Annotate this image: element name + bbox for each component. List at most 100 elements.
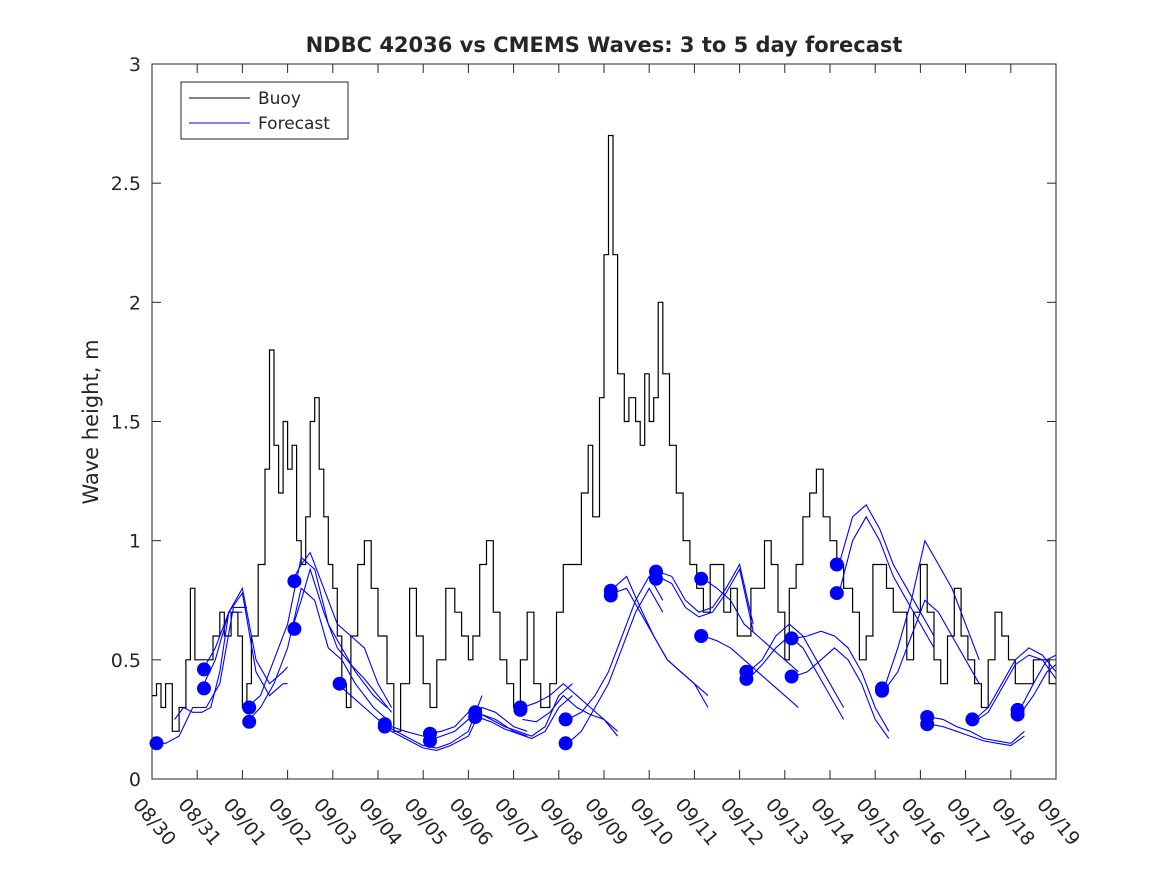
forecast-line bbox=[974, 654, 1057, 723]
forecast-marker bbox=[332, 676, 347, 691]
y-tick-label: 3 bbox=[129, 54, 141, 76]
forecast-line bbox=[974, 647, 1057, 720]
forecast-line bbox=[152, 606, 247, 744]
forecast-line bbox=[1019, 664, 1057, 715]
forecast-line bbox=[838, 504, 935, 637]
x-tick-label: 09/17 bbox=[942, 794, 994, 850]
forecast-marker bbox=[829, 557, 844, 572]
x-tick-label: 09/19 bbox=[1032, 794, 1084, 850]
plot-frame bbox=[151, 63, 1057, 780]
x-tick-label: 09/05 bbox=[399, 794, 451, 850]
forecast-line bbox=[567, 587, 664, 744]
forecast-line bbox=[201, 591, 288, 697]
forecast-marker bbox=[242, 700, 257, 715]
forecast-marker bbox=[242, 714, 257, 729]
y-axis-ticks: 0 0.5 1 1.5 2 2.5 3 bbox=[111, 54, 1056, 791]
legend-box bbox=[180, 81, 349, 140]
x-tick-label: 09/09 bbox=[580, 794, 632, 850]
x-tick-label: 09/02 bbox=[264, 794, 316, 850]
forecast-line bbox=[929, 723, 1025, 747]
forecast-markers bbox=[149, 557, 1025, 751]
x-tick-label: 09/03 bbox=[309, 794, 361, 850]
buoy-series bbox=[152, 134, 1056, 732]
legend-forecast-label: Forecast bbox=[258, 114, 330, 134]
forecast-line bbox=[522, 682, 618, 732]
y-tick-label: 2.5 bbox=[111, 173, 141, 195]
x-tick-label: 09/18 bbox=[987, 794, 1039, 850]
forecast-line bbox=[793, 630, 890, 732]
forecast-marker bbox=[513, 702, 528, 717]
x-tick-label: 09/11 bbox=[671, 794, 723, 850]
forecast-line bbox=[291, 567, 393, 713]
buoy-line bbox=[152, 134, 1056, 732]
forecast-line bbox=[748, 623, 845, 708]
plot-area bbox=[152, 64, 1056, 779]
x-tick-label: 09/04 bbox=[354, 794, 406, 850]
y-tick-label: 0.5 bbox=[111, 650, 141, 672]
x-tick-label: 09/15 bbox=[851, 794, 903, 850]
y-tick-label: 0 bbox=[129, 769, 141, 791]
forecast-line bbox=[477, 695, 573, 740]
forecast-marker bbox=[558, 712, 573, 727]
forecast-marker bbox=[377, 719, 392, 734]
x-tick-label: 09/07 bbox=[490, 794, 542, 850]
forecast-marker bbox=[287, 621, 302, 636]
forecast-marker bbox=[468, 710, 483, 724]
chart-title: NDBC 42036 vs CMEMS Waves: 3 to 5 day fo… bbox=[306, 33, 903, 57]
forecast-line bbox=[612, 587, 709, 708]
forecast-line bbox=[1019, 654, 1057, 711]
forecast-line bbox=[246, 556, 388, 708]
y-tick-label: 1 bbox=[129, 531, 141, 553]
x-tick-label: 09/08 bbox=[535, 794, 587, 850]
forecast-marker bbox=[649, 571, 663, 586]
legend-buoy-label: Buoy bbox=[258, 89, 301, 109]
x-tick-label: 09/10 bbox=[625, 794, 677, 850]
forecast-marker bbox=[784, 631, 799, 646]
x-tick-label: 09/12 bbox=[716, 794, 768, 850]
y-axis-label: Wave height, m bbox=[79, 339, 103, 504]
forecast-marker bbox=[197, 681, 211, 696]
forecast-line bbox=[477, 683, 573, 737]
forecast-line bbox=[174, 611, 243, 720]
forecast-marker bbox=[739, 671, 754, 686]
forecast-marker bbox=[875, 683, 889, 698]
forecast-marker bbox=[558, 736, 573, 751]
forecast-line bbox=[838, 515, 935, 649]
forecast-marker bbox=[1010, 707, 1025, 722]
x-tick-label: 09/06 bbox=[445, 794, 497, 850]
y-tick-label: 1.5 bbox=[111, 412, 141, 434]
x-tick-label: 08/31 bbox=[173, 794, 225, 850]
forecast-line bbox=[522, 694, 619, 737]
forecast-line bbox=[703, 578, 799, 673]
x-tick-label: 09/13 bbox=[761, 794, 813, 850]
forecast-line bbox=[793, 647, 890, 739]
forecast-line bbox=[246, 587, 388, 723]
x-tick-label: 08/30 bbox=[128, 794, 180, 850]
x-tick-label: 09/14 bbox=[806, 794, 858, 850]
forecast-marker bbox=[965, 712, 980, 727]
forecast-marker bbox=[197, 662, 211, 677]
legend: Buoy Forecast bbox=[180, 81, 349, 140]
forecast-series bbox=[152, 504, 1057, 751]
y-tick-label: 2 bbox=[129, 292, 141, 314]
forecast-line bbox=[883, 539, 980, 689]
forecast-line bbox=[658, 563, 754, 625]
forecast-line bbox=[703, 635, 799, 708]
forecast-line bbox=[291, 551, 393, 708]
forecast-line bbox=[382, 707, 483, 751]
x-tick-label: 09/01 bbox=[219, 794, 271, 850]
x-tick-label: 09/16 bbox=[897, 794, 949, 850]
forecast-marker bbox=[603, 588, 618, 603]
forecast-line bbox=[657, 567, 754, 632]
forecast-marker bbox=[920, 717, 935, 732]
forecast-marker bbox=[423, 733, 437, 748]
forecast-line bbox=[929, 716, 1025, 744]
forecast-marker bbox=[784, 669, 799, 684]
forecast-line bbox=[883, 599, 980, 692]
forecast-marker bbox=[694, 571, 709, 586]
forecast-marker bbox=[694, 629, 709, 643]
forecast-marker bbox=[149, 736, 164, 751]
forecast-line bbox=[201, 586, 289, 685]
forecast-line bbox=[567, 575, 664, 720]
